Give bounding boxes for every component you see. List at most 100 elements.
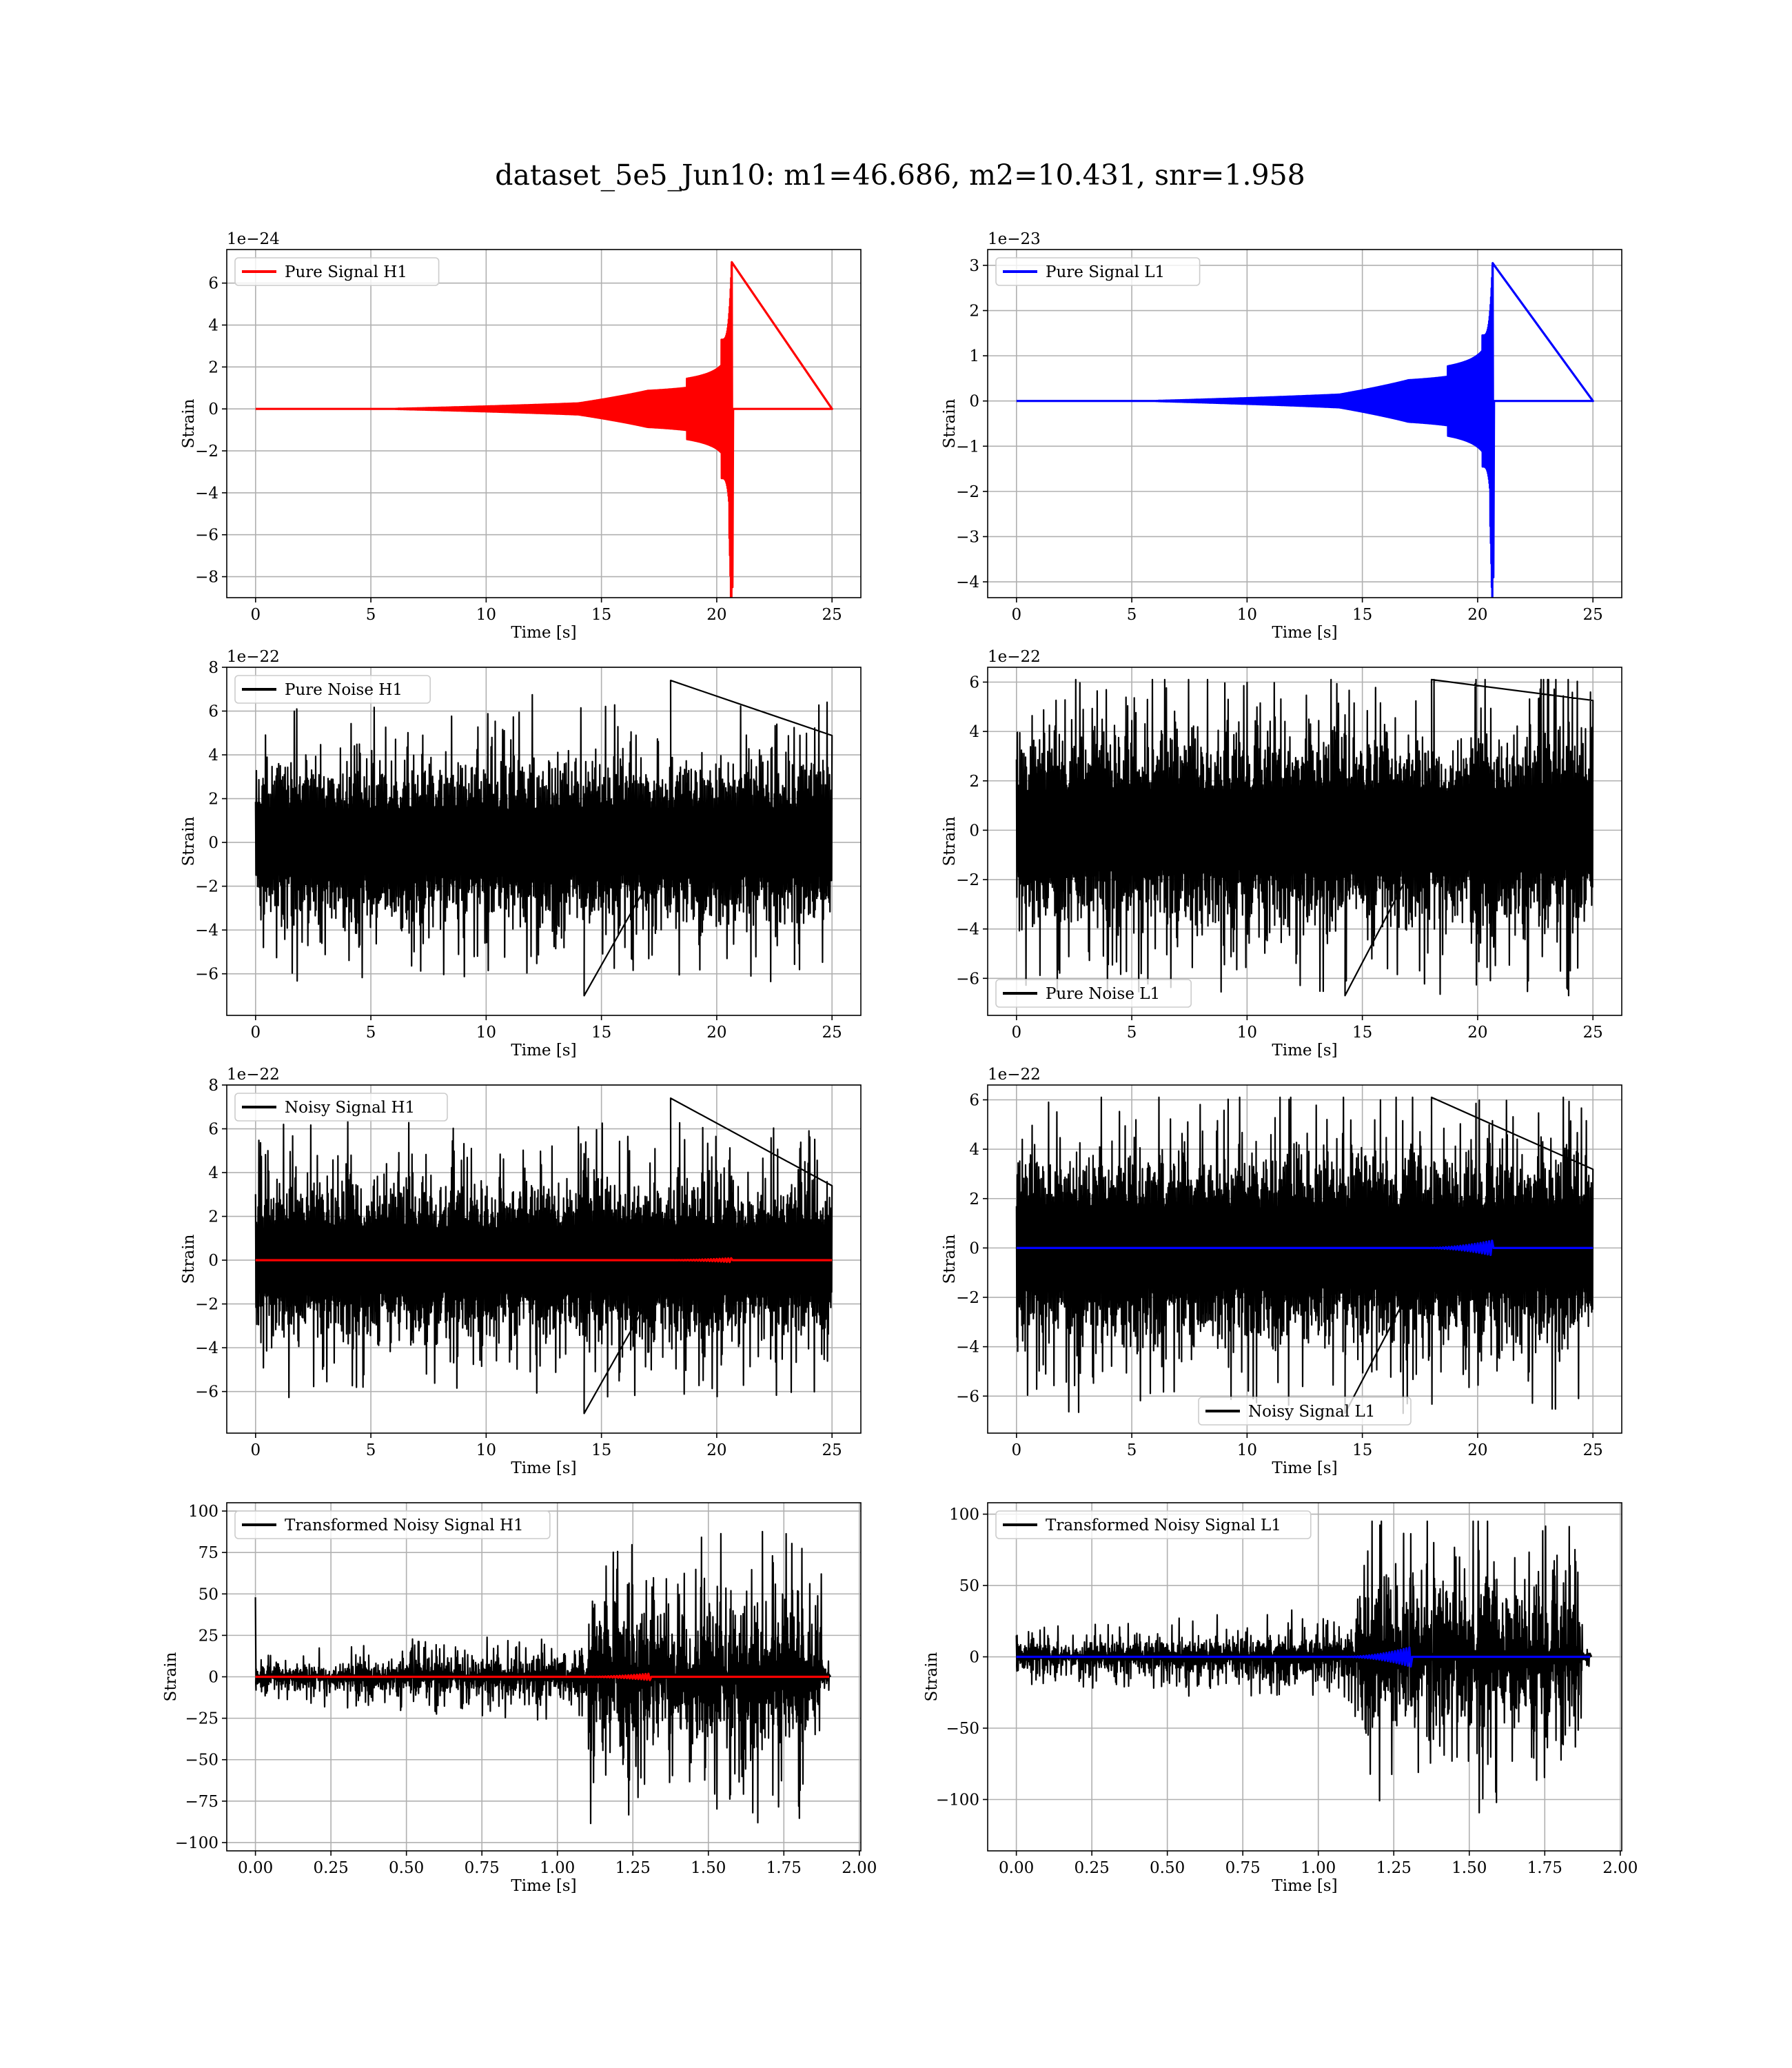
x-axis-label: Time [s] — [1272, 1459, 1337, 1477]
series-line-1 — [1016, 1646, 1590, 1668]
offset-text: 1e−22 — [988, 648, 1041, 666]
y-tick-label: −6 — [195, 1383, 218, 1401]
y-tick-label: 0 — [208, 834, 218, 852]
x-tick-label: 0.50 — [389, 1859, 424, 1877]
x-axis-label: Time [s] — [511, 1877, 576, 1895]
axes-frame — [226, 667, 862, 1016]
x-tick-label: 10 — [476, 606, 496, 624]
subplot-transformed-noisy-signal-h1: 0.00 0.25 0.50 0.75 1.00 1.25 1.50 1.75 2.00 −100… — [162, 1502, 877, 1895]
y-tick-label: −2 — [195, 1296, 218, 1314]
figure-title: dataset_5e5_Jun10: m1=46.686, m2=10.431,… — [495, 159, 1305, 192]
legend-label: Noisy Signal H1 — [285, 1099, 415, 1117]
legend-box — [234, 675, 431, 704]
x-tick-label: 0.25 — [314, 1859, 349, 1877]
legend-box — [234, 1093, 448, 1122]
x-axis-label: Time [s] — [1272, 1877, 1337, 1895]
series-group — [1015, 678, 1594, 997]
offset-text: 1e−22 — [227, 1066, 280, 1084]
x-axis-label: Time [s] — [1272, 624, 1337, 642]
x-tick-label: 0 — [1011, 1441, 1021, 1459]
y-tick-label: 2 — [208, 791, 218, 809]
y-axis-label: Strain — [923, 1652, 941, 1701]
x-tick-label: 20 — [706, 1024, 726, 1042]
x-tick-label: 15 — [1352, 1441, 1372, 1459]
y-tick-label: −2 — [956, 1289, 979, 1307]
y-tick-label: 0 — [969, 1649, 979, 1667]
subplot-pure-signal-l1: 0 5 10 15 20 25 −4 −3 −2 −1 0 1 2 3 Time [s] Strain 1e−2… — [941, 230, 1622, 642]
x-tick-label: 5 — [366, 606, 376, 624]
y-tick-label: 6 — [208, 275, 218, 293]
y-tick-label: −4 — [956, 921, 979, 939]
series-group — [1015, 1520, 1593, 1814]
legend-box — [234, 1510, 551, 1539]
legend-label: Transformed Noisy Signal H1 — [285, 1517, 524, 1534]
y-tick-label: 6 — [969, 1091, 979, 1109]
y-tick-label: 4 — [208, 317, 218, 335]
y-tick-label: −50 — [946, 1720, 979, 1738]
y-tick-label: 0 — [208, 1669, 218, 1687]
y-tick-label: −6 — [956, 970, 979, 988]
y-tick-label: 4 — [969, 1141, 979, 1159]
y-tick-label: −6 — [195, 527, 218, 545]
legend-label: Noisy Signal L1 — [1248, 1403, 1375, 1421]
series-line-0 — [1015, 262, 1594, 598]
y-tick-label: 75 — [198, 1544, 218, 1562]
x-tick-label: 20 — [706, 1441, 726, 1459]
y-tick-label: −8 — [195, 569, 218, 587]
offset-text: 1e−24 — [227, 230, 280, 248]
x-tick-label: 0 — [1011, 606, 1021, 624]
y-tick-label: −4 — [195, 485, 218, 503]
y-tick-label: −4 — [956, 1339, 979, 1357]
axes-frame — [987, 249, 1622, 598]
x-tick-label: 15 — [1352, 1024, 1372, 1042]
y-tick-label: 4 — [208, 747, 218, 764]
y-tick-label: 2 — [969, 1190, 979, 1208]
x-tick-label: 10 — [476, 1024, 496, 1042]
series-group — [254, 1530, 832, 1825]
x-tick-label: 25 — [1583, 606, 1603, 624]
y-tick-label: 0 — [208, 401, 218, 418]
y-tick-label: 50 — [198, 1585, 218, 1603]
x-tick-label: 1.75 — [1527, 1859, 1562, 1877]
x-tick-label: 1.25 — [615, 1859, 651, 1877]
y-tick-label: −6 — [956, 1388, 979, 1406]
series-line-0 — [1015, 1096, 1594, 1415]
y-tick-label: −3 — [956, 528, 979, 546]
y-axis-label: Strain — [941, 398, 959, 448]
subplot-noisy-signal-l1: 0 5 10 15 20 25 −6 −4 −2 0 2 4 6 Time [s] Strain 1e−22 N… — [941, 1066, 1622, 1477]
y-tick-label: −100 — [936, 1791, 979, 1809]
x-axis-label: Time [s] — [1272, 1042, 1337, 1060]
y-tick-label: 100 — [949, 1506, 979, 1524]
y-axis-label: Strain — [162, 1652, 180, 1701]
y-tick-label: −50 — [185, 1752, 218, 1770]
x-tick-label: 1.00 — [540, 1859, 575, 1877]
y-axis-label: Strain — [180, 1234, 198, 1284]
y-tick-label: 25 — [198, 1627, 218, 1645]
legend-box — [995, 1510, 1312, 1539]
y-tick-label: −25 — [185, 1710, 218, 1728]
legend: Noisy Signal H1 — [234, 1093, 448, 1122]
x-tick-label: 10 — [476, 1441, 496, 1459]
legend-box — [1198, 1397, 1412, 1426]
series-group — [1015, 1096, 1594, 1415]
legend-label: Transformed Noisy Signal L1 — [1046, 1517, 1281, 1534]
series-line-0 — [254, 680, 833, 997]
x-axis-label: Time [s] — [511, 624, 576, 642]
y-tick-label: −4 — [956, 574, 979, 591]
legend-box — [234, 257, 440, 286]
legend-box — [995, 257, 1201, 286]
offset-text: 1e−22 — [227, 648, 280, 666]
series-line-1 — [255, 1672, 829, 1681]
y-tick-label: 2 — [208, 1208, 218, 1226]
y-tick-label: −4 — [195, 922, 218, 940]
axes-frame — [226, 249, 862, 598]
legend: Pure Signal L1 — [995, 257, 1201, 286]
x-tick-label: 5 — [366, 1441, 376, 1459]
y-tick-label: 2 — [969, 303, 979, 321]
x-tick-label: 15 — [591, 606, 611, 624]
x-tick-label: 20 — [1467, 1024, 1487, 1042]
y-tick-label: 4 — [208, 1164, 218, 1182]
legend-label: Pure Signal H1 — [285, 263, 407, 281]
y-tick-label: 50 — [959, 1577, 979, 1595]
